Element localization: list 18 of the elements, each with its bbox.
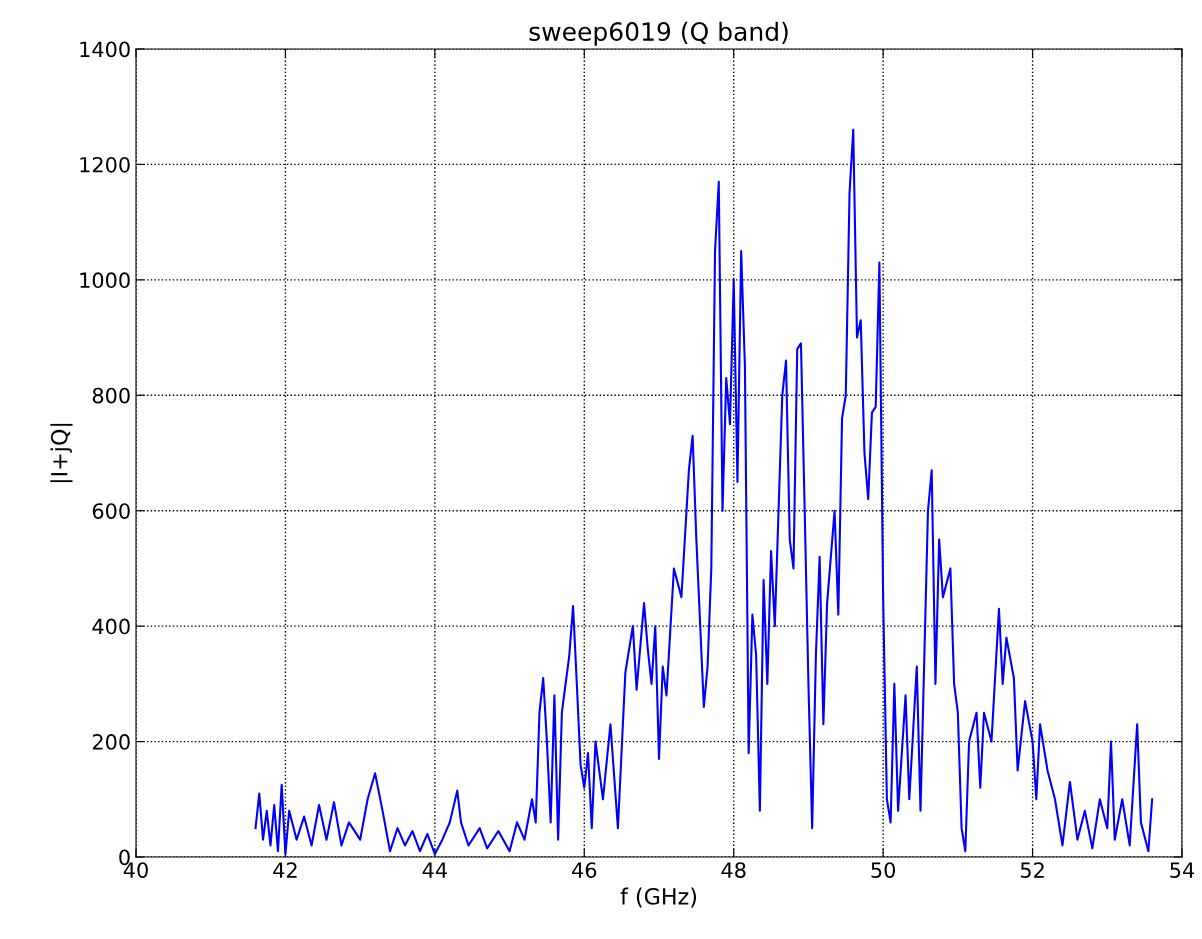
y-tick-label: 1000 [80, 272, 130, 289]
y-tick-label: 600 [92, 503, 130, 519]
x-tick-label: 52 [1020, 862, 1044, 878]
line-series [254, 128, 1154, 856]
y-axis-title: |I+jQ| [50, 423, 73, 483]
y-tick-label: 400 [92, 618, 130, 635]
y-tick-label: 1400 [80, 41, 130, 58]
y-tick-label: 200 [92, 734, 130, 750]
x-tick-label: 44 [422, 862, 447, 878]
x-tick-label: 54 [1170, 862, 1195, 878]
y-tick-label: 1200 [80, 156, 130, 173]
x-tick-label: 50 [871, 862, 896, 878]
x-tick-label: 42 [273, 862, 297, 878]
x-axis-title: f (GHz) [620, 887, 696, 908]
chart-title: sweep6019 (Q band) [529, 21, 788, 46]
x-tick-label: 46 [572, 862, 597, 878]
x-tick-label: 48 [721, 862, 746, 878]
y-tick-label: 800 [92, 387, 130, 404]
